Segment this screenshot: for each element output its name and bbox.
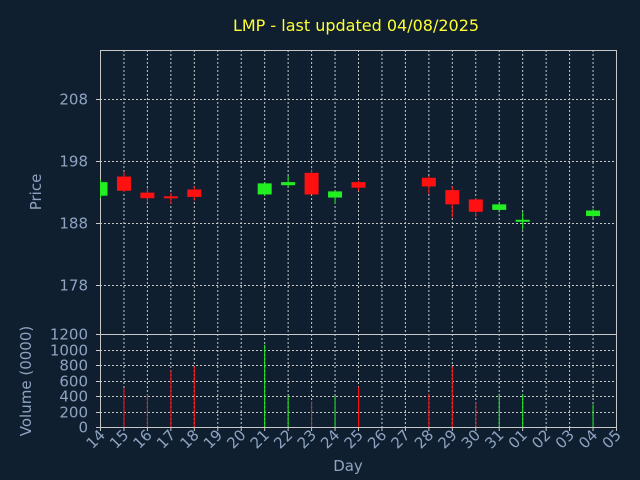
x-tick-label: 26 <box>364 426 390 452</box>
volume-tick-label: 600 <box>59 373 88 391</box>
candle-body <box>515 219 530 222</box>
volume-tick-label: 200 <box>59 404 88 422</box>
x-tick-label: 15 <box>106 426 132 452</box>
candle-body <box>328 191 343 198</box>
candle-body <box>257 183 272 195</box>
x-tick-label: 04 <box>575 426 601 452</box>
x-tick-label: 21 <box>247 426 273 452</box>
candle-body <box>140 192 155 199</box>
x-tick-label: 03 <box>552 426 578 452</box>
price-tick-label: 188 <box>59 215 88 233</box>
x-tick-label: 23 <box>294 426 320 452</box>
volume-tick-label: 400 <box>59 388 88 406</box>
candle-body <box>421 177 436 187</box>
x-tick-label: 27 <box>388 426 414 452</box>
candle-body <box>445 190 460 205</box>
candle-body <box>116 176 131 191</box>
candle-body <box>187 189 202 197</box>
x-tick-label: 31 <box>481 426 507 452</box>
x-tick-label: 16 <box>130 426 156 452</box>
x-axis-label: Day <box>333 457 363 475</box>
x-tick-label: 29 <box>434 426 460 452</box>
price-panel: 178 188 198 208 <box>59 50 617 335</box>
volume-tick-label: 0 <box>78 419 88 437</box>
x-tick-label: 18 <box>176 426 202 452</box>
candle-body <box>100 182 108 196</box>
x-tick-label: 25 <box>341 426 367 452</box>
candle-body <box>281 182 296 186</box>
x-tick-label: 22 <box>270 426 296 452</box>
candle-body <box>163 196 178 199</box>
candle-body <box>304 172 319 195</box>
x-tick-label: 01 <box>505 426 531 452</box>
volume-axis-label: Volume (0000) <box>17 326 35 436</box>
candle-body <box>468 199 483 212</box>
x-tick-label: 19 <box>200 426 226 452</box>
x-tick-label: 30 <box>458 426 484 452</box>
price-tick-label: 208 <box>59 91 88 109</box>
chart-title: LMP - last updated 04/08/2025 <box>233 16 479 35</box>
candle-body <box>586 210 601 217</box>
x-tick-label: 20 <box>223 426 249 452</box>
volume-tick-label: 1000 <box>50 342 88 360</box>
volume-tick-label: 800 <box>59 357 88 375</box>
volume-tick-label: 1200 <box>50 326 88 344</box>
price-tick-label: 178 <box>59 277 88 295</box>
price-tick-label: 198 <box>59 153 88 171</box>
x-tick-label: 02 <box>528 426 554 452</box>
x-tick-label: 05 <box>599 426 625 452</box>
candle-body <box>351 182 366 188</box>
x-tick-label: 28 <box>411 426 437 452</box>
x-axis: 1415161718192021222324252627282930310102… <box>83 426 625 452</box>
x-tick-label: 17 <box>153 426 179 452</box>
x-tick-label: 24 <box>317 426 343 452</box>
price-axis-label: Price <box>27 174 45 211</box>
candle-body <box>492 204 507 210</box>
